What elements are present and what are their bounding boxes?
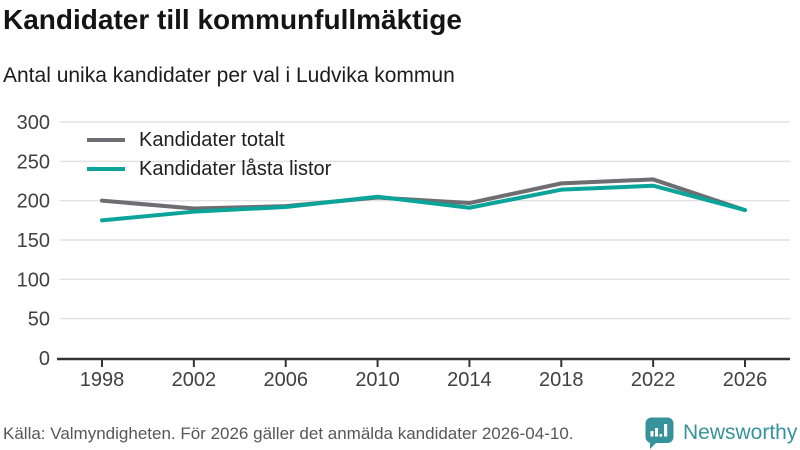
x-tick-label: 2014 <box>447 369 492 391</box>
newsworthy-brand[interactable]: Newsworthy <box>645 417 797 449</box>
x-tick-label: 2002 <box>172 369 217 391</box>
y-tick-label: 100 <box>17 269 50 291</box>
series-lines <box>100 177 747 223</box>
x-tick-label: 1998 <box>80 369 125 391</box>
y-tick-label: 250 <box>17 151 50 173</box>
chart-legend: Kandidater totalt Kandidater låsta listo… <box>87 129 331 180</box>
x-tick-label: 2006 <box>263 369 308 391</box>
page-subtitle: Antal unika kandidater per val i Ludvika… <box>3 64 455 87</box>
page-title: Kandidater till kommunfullmäktige <box>3 4 462 35</box>
legend-label-total: Kandidater totalt <box>139 128 285 151</box>
legend-label-locked: Kandidater låsta listor <box>139 157 332 180</box>
x-axis: 1998 2002 2006 2010 2014 2018 2022 2026 <box>57 357 790 391</box>
legend-item-locked: Kandidater låsta listor <box>87 158 331 180</box>
y-axis-labels: 0 50 100 150 200 250 300 <box>17 112 50 370</box>
source-note: Källa: Valmyndigheten. För 2026 gäller d… <box>3 424 574 443</box>
y-tick-label: 50 <box>28 309 50 331</box>
x-tick-label: 2022 <box>631 369 676 391</box>
legend-line-swatch-locked <box>87 167 125 171</box>
y-tick-label: 0 <box>39 348 50 370</box>
x-tick-label: 2018 <box>539 369 584 391</box>
y-tick-label: 200 <box>17 191 50 213</box>
gridlines <box>60 121 790 320</box>
line-kandidater-lasta-listor <box>100 183 747 223</box>
x-tick-label: 2026 <box>723 369 768 391</box>
x-tick-label: 2010 <box>355 369 400 391</box>
y-tick-label: 150 <box>17 230 50 252</box>
legend-item-total: Kandidater totalt <box>87 129 331 151</box>
newsworthy-logo-icon <box>645 417 674 449</box>
y-tick-label: 300 <box>17 112 50 134</box>
newsworthy-wordmark: Newsworthy <box>683 421 798 444</box>
legend-line-swatch-total <box>87 138 125 142</box>
